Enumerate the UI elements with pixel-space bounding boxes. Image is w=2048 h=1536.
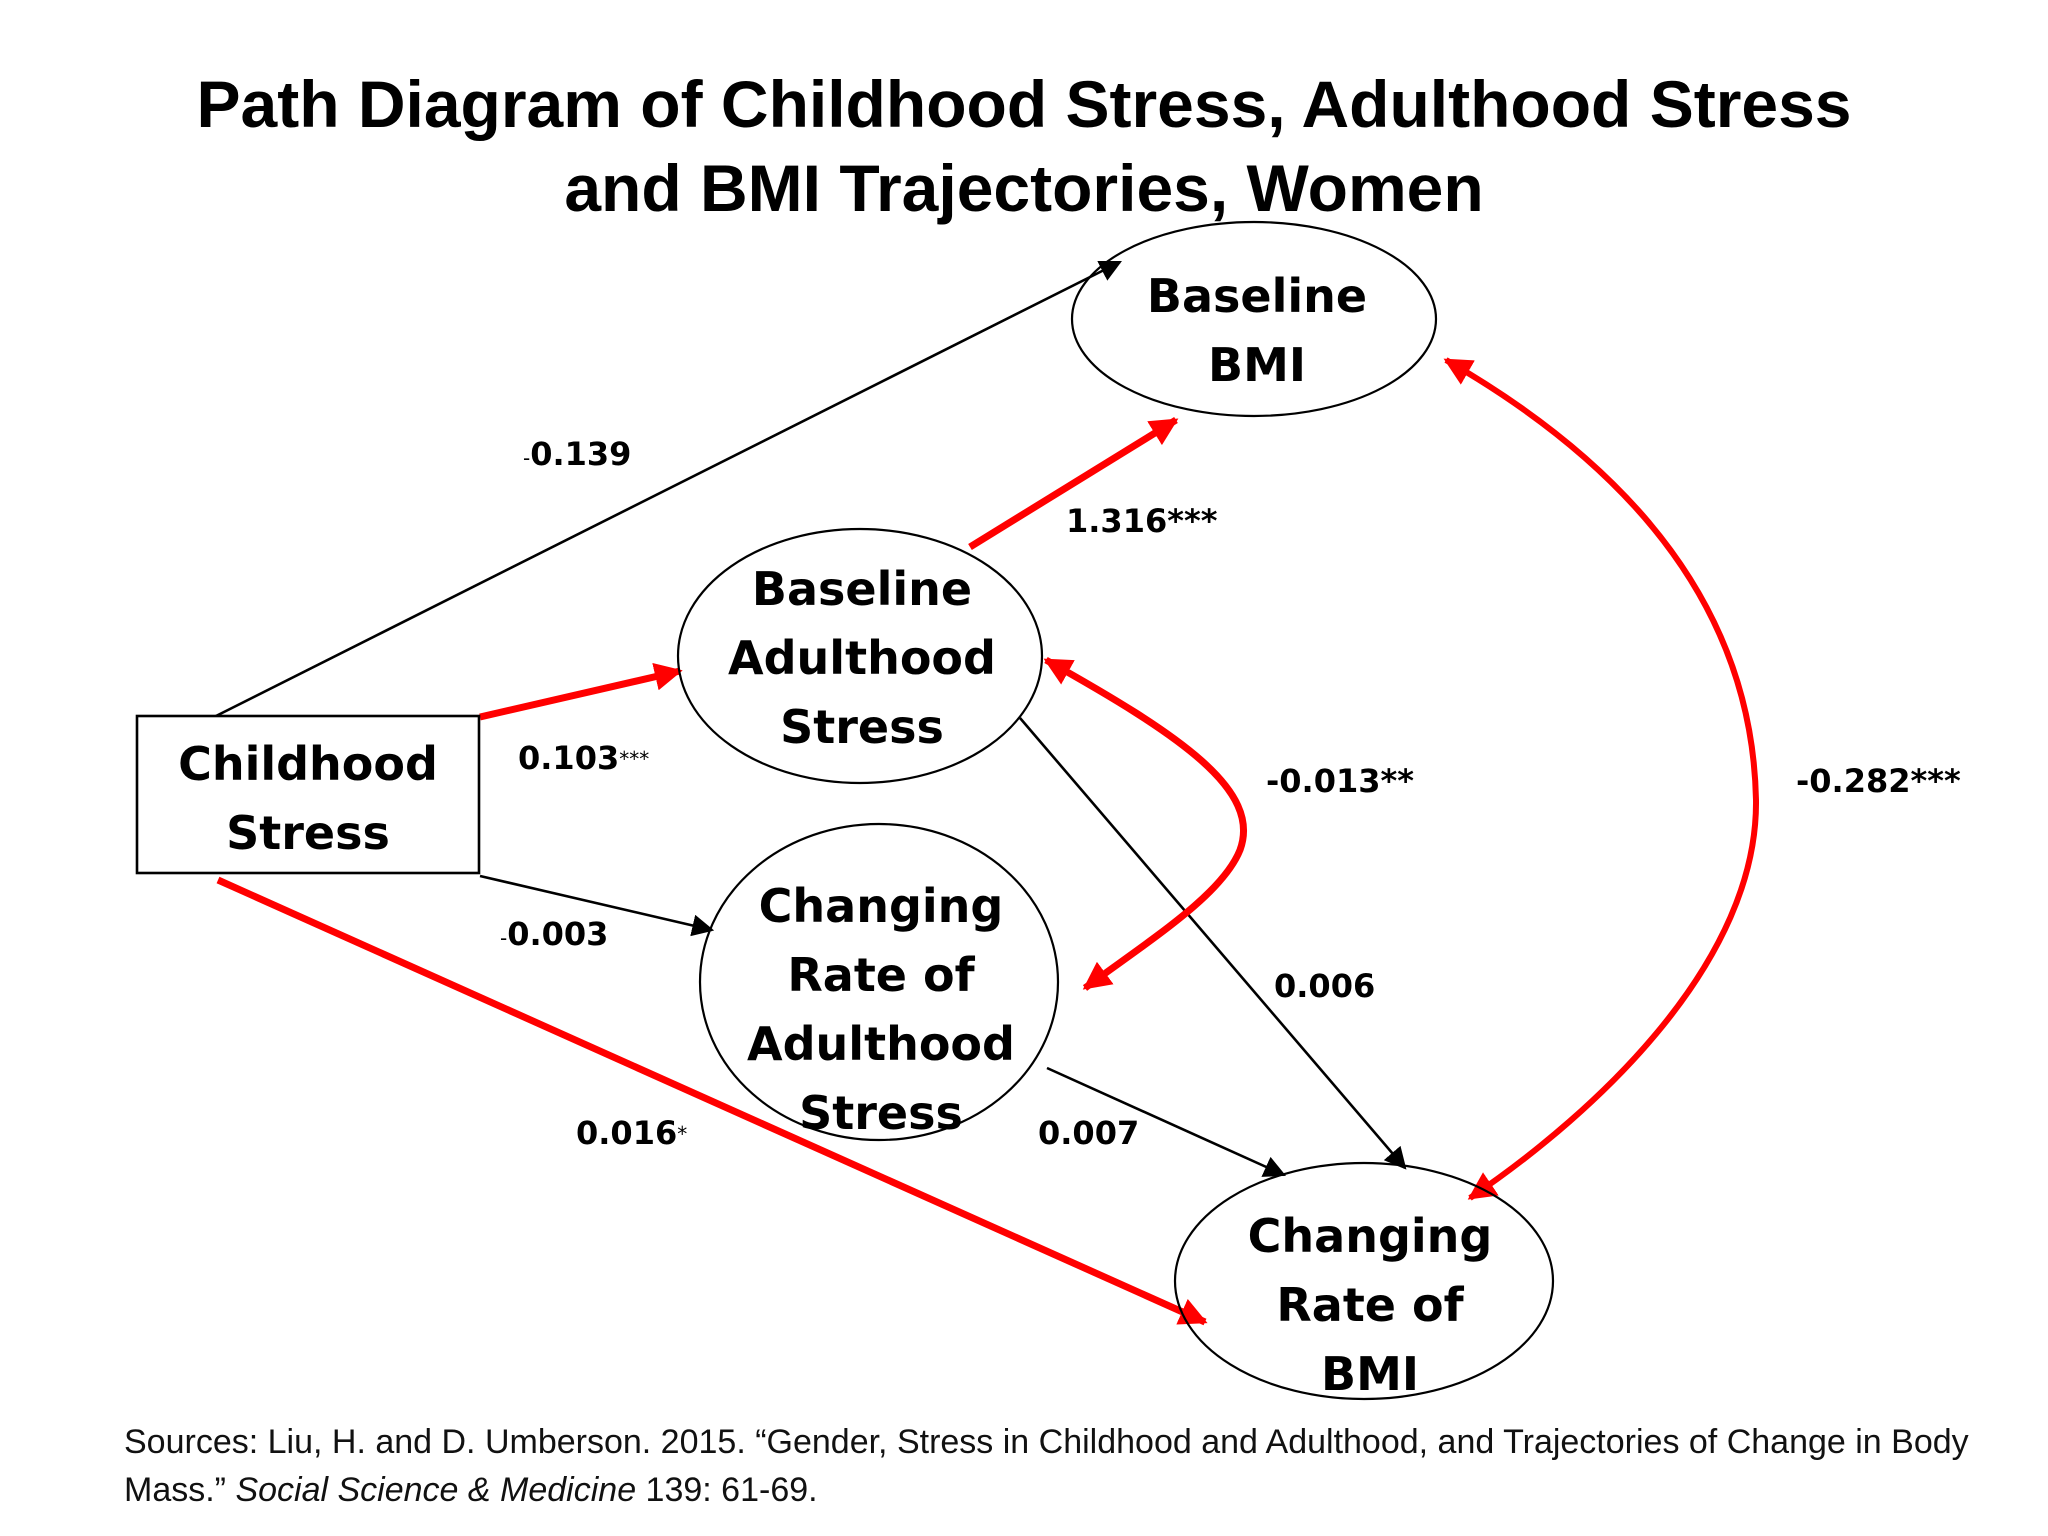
node-changing-rate-adulthood-stress: Changing Rate of Adulthood Stress <box>698 822 1060 1142</box>
coef-value: 0.103 <box>518 739 619 777</box>
diagram-title: Path Diagram of Childhood Stress, Adulth… <box>0 62 2048 230</box>
edge-baseline-adulthood-stress-to-baseline-bmi <box>968 417 1179 550</box>
node-changing-rate-bmi: Changing Rate of BMI <box>1173 1161 1555 1401</box>
node-label-line: Adulthood <box>728 631 996 685</box>
edges <box>215 260 1760 1326</box>
node-label-line: Adulthood <box>747 1017 1015 1071</box>
node-label-line: Rate of <box>787 948 975 1002</box>
node-label-line: Stress <box>226 806 390 860</box>
citation-text: Sources: Liu, H. and D. Umberson. 2015. … <box>124 1423 1969 1509</box>
node-label-line: BMI <box>1321 1347 1419 1401</box>
node-label-line: Childhood <box>178 737 438 791</box>
edge-childhood-to-changing-adulthood-stress <box>479 874 715 937</box>
coef-covariance-bmi: -0.282*** <box>1796 762 1961 800</box>
node-baseline-bmi: Baseline BMI <box>1070 220 1438 418</box>
edge-changing-adulthood-stress-to-changing-bmi <box>1046 1066 1287 1177</box>
edge-childhood-to-baseline-adulthood-stress <box>479 663 683 721</box>
coef-sign: - <box>523 446 530 470</box>
coef-childhood-baseline-bmi: -0.139 <box>523 435 631 473</box>
coef-sign: - <box>500 926 507 950</box>
edge-childhood-to-changing-bmi <box>216 876 1208 1326</box>
coef-baseline-adulthood-stress-baseline-bmi: 1.316*** <box>1066 502 1218 540</box>
coef-value: 0.016 <box>576 1114 677 1152</box>
node-label-line: Stress <box>799 1086 963 1140</box>
source-citation: Sources: Liu, H. and D. Umberson. 2015. … <box>124 1418 2024 1514</box>
node-label-line: Changing <box>1248 1209 1493 1263</box>
node-label-line: Baseline <box>752 562 972 616</box>
title-line-2: and BMI Trajectories, Women <box>564 151 1484 225</box>
node-label-line: Stress <box>780 700 944 754</box>
coef-childhood-baseline-adulthood-stress: 0.103*** <box>518 739 649 777</box>
coef-value: 0.139 <box>530 435 631 473</box>
citation-volume-pages: 139: 61-69. <box>636 1471 818 1509</box>
node-label-line: Baseline <box>1147 269 1367 323</box>
covariance-bmi <box>1443 357 1760 1201</box>
node-label-line: Rate of <box>1276 1278 1464 1332</box>
journal-name: Social Science & Medicine <box>235 1471 637 1509</box>
covariance-adulthood-stress <box>1043 656 1248 991</box>
node-label-line: BMI <box>1208 338 1306 392</box>
coef-covariance-adulthood-stress: -0.013** <box>1266 762 1414 800</box>
coef-value: 0.003 <box>507 915 608 953</box>
coef-childhood-changing-adulthood-stress: -0.003 <box>500 915 608 953</box>
edge-childhood-to-baseline-bmi <box>215 260 1122 718</box>
node-label-line: Changing <box>759 879 1004 933</box>
coefficient-labels: -0.139 0.103*** -0.003 0.016* 1.316*** 0… <box>500 435 1961 1152</box>
coef-stars: * <box>677 1122 687 1146</box>
coef-stars: *** <box>619 747 649 771</box>
node-baseline-adulthood-stress: Baseline Adulthood Stress <box>676 527 1044 785</box>
coef-changing-adulthood-stress-changing-bmi: 0.007 <box>1038 1114 1139 1152</box>
coef-baseline-adulthood-stress-changing-bmi: 0.006 <box>1274 967 1375 1005</box>
node-childhood-stress: Childhood Stress <box>135 714 481 875</box>
title-line-1: Path Diagram of Childhood Stress, Adulth… <box>196 67 1852 141</box>
coef-childhood-changing-bmi: 0.016* <box>576 1114 687 1152</box>
